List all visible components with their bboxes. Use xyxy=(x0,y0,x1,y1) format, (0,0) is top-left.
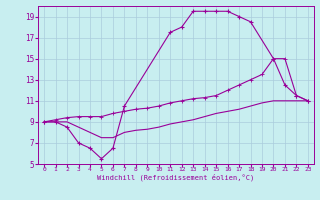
X-axis label: Windchill (Refroidissement éolien,°C): Windchill (Refroidissement éolien,°C) xyxy=(97,173,255,181)
